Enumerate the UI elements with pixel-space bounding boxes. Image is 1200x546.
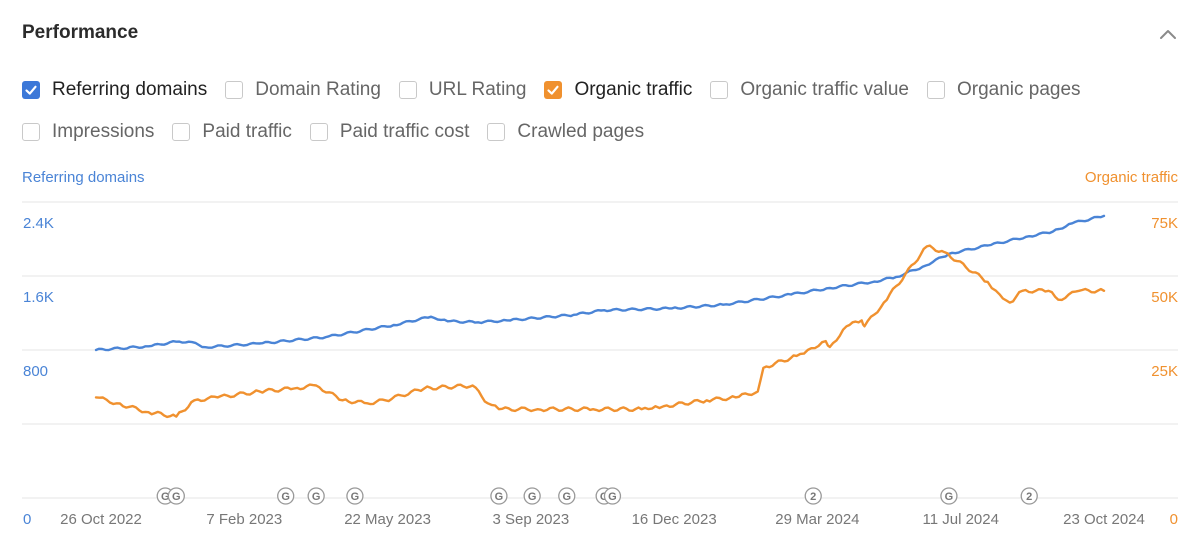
- metric-row-1: Referring domains Domain Rating URL Rating…: [22, 72, 1182, 108]
- google-update-marker[interactable]: G: [523, 487, 541, 505]
- marker-label: G: [495, 491, 504, 503]
- x-tick-label: 29 Mar 2024: [775, 511, 859, 528]
- x-tick-label: 26 Oct 2022: [60, 511, 142, 528]
- google-update-marker[interactable]: G: [346, 487, 364, 505]
- metric-row-2: Impressions Paid traffic Paid traffic cost…: [22, 114, 1182, 150]
- right-tick-label: 75K: [1151, 215, 1178, 232]
- checkbox-organic-traffic-value[interactable]: Organic traffic value: [710, 79, 909, 101]
- x-tick-label: 23 Oct 2024: [1063, 511, 1145, 528]
- marker-label: 2: [810, 491, 816, 503]
- checkbox-checked-icon[interactable]: [22, 81, 40, 99]
- checkbox-label: URL Rating: [428, 79, 527, 100]
- marker-label: G: [161, 491, 170, 503]
- organic-traffic-line: [94, 244, 1106, 419]
- google-update-marker[interactable]: G: [490, 487, 508, 505]
- google-update-marker[interactable]: G: [603, 487, 622, 505]
- checkbox-paid-traffic-cost[interactable]: Paid traffic cost: [309, 121, 470, 143]
- checkbox-domain-rating[interactable]: Domain Rating: [225, 79, 381, 101]
- google-update-marker[interactable]: G: [558, 487, 576, 505]
- right-tick-label: 25K: [1151, 363, 1178, 380]
- checkbox-checked-icon[interactable]: [544, 81, 563, 99]
- checkbox-label: Organic traffic: [574, 79, 693, 100]
- marker-label: G: [528, 491, 537, 503]
- checkbox-label: Impressions: [52, 121, 155, 142]
- right-axis-title: Organic traffic: [1084, 169, 1178, 186]
- checkbox-organic-pages[interactable]: Organic pages: [926, 79, 1081, 101]
- marker-label: G: [562, 491, 571, 503]
- left-tick-label: 800: [23, 363, 48, 380]
- checkbox-empty-icon[interactable]: [710, 81, 729, 99]
- checkbox-label: Paid traffic: [202, 121, 292, 142]
- checkbox-label: Referring domains: [52, 79, 208, 100]
- x-tick-label: 7 Feb 2023: [206, 511, 282, 528]
- x-tick-label: 3 Sep 2023: [492, 511, 569, 528]
- checkbox-empty-icon[interactable]: [398, 81, 417, 99]
- checkbox-label: Organic traffic value: [740, 79, 909, 100]
- checkbox-label: Domain Rating: [255, 79, 381, 100]
- google-update-marker[interactable]: G: [940, 487, 958, 505]
- marker-label: G: [945, 491, 954, 503]
- checkbox-impressions[interactable]: Impressions: [22, 121, 154, 143]
- right-tick-label: 0: [1170, 511, 1178, 528]
- left-tick-label: 0: [23, 511, 31, 528]
- checkbox-organic-traffic[interactable]: Organic traffic: [544, 79, 692, 101]
- checkbox-empty-icon[interactable]: [225, 81, 244, 99]
- marker-label: G: [608, 491, 617, 503]
- collapse-button[interactable]: [1156, 22, 1180, 46]
- annotation-count-marker[interactable]: 2: [804, 487, 822, 505]
- checkbox-label: Paid traffic cost: [339, 121, 470, 142]
- left-tick-label: 2.4K: [23, 215, 54, 232]
- x-tick-label: 11 Jul 2024: [922, 511, 998, 528]
- google-update-marker[interactable]: G: [167, 487, 185, 505]
- left-axis-title: Referring domains: [22, 169, 145, 186]
- google-update-marker[interactable]: G: [307, 487, 325, 505]
- marker-label: G: [312, 491, 321, 503]
- checkbox-empty-icon[interactable]: [926, 81, 945, 99]
- checkbox-empty-icon[interactable]: [22, 123, 40, 141]
- x-tick-label: 16 Dec 2023: [632, 511, 717, 528]
- checkbox-referring-domains[interactable]: Referring domains: [22, 79, 207, 101]
- checkbox-paid-traffic[interactable]: Paid traffic: [172, 121, 292, 143]
- checkbox-crawled-pages[interactable]: Crawled pages: [487, 121, 644, 143]
- left-tick-label: 1.6K: [23, 289, 54, 306]
- checkbox-label: Organic pages: [956, 79, 1081, 100]
- referring-domains-line: [94, 214, 1106, 352]
- marker-label: G: [172, 491, 181, 503]
- panel-title: Performance: [22, 22, 139, 43]
- checkbox-empty-icon[interactable]: [487, 123, 506, 141]
- right-tick-label: 50K: [1151, 289, 1178, 306]
- marker-label: 2: [1026, 491, 1032, 503]
- x-tick-label: 22 May 2023: [344, 511, 431, 528]
- checkbox-empty-icon[interactable]: [172, 123, 191, 141]
- performance-header: Performance: [22, 20, 1182, 48]
- marker-label: G: [351, 491, 360, 503]
- marker-label: G: [281, 491, 290, 503]
- checkbox-empty-icon[interactable]: [309, 123, 328, 141]
- metric-checkboxes: Referring domains Domain Rating URL Rating…: [22, 72, 1182, 156]
- chevron-up-icon: [1160, 30, 1176, 39]
- annotation-count-marker[interactable]: 2: [1020, 487, 1038, 505]
- checkbox-url-rating[interactable]: URL Rating: [398, 79, 527, 101]
- google-update-marker[interactable]: G: [277, 487, 295, 505]
- checkbox-label: Crawled pages: [517, 121, 645, 142]
